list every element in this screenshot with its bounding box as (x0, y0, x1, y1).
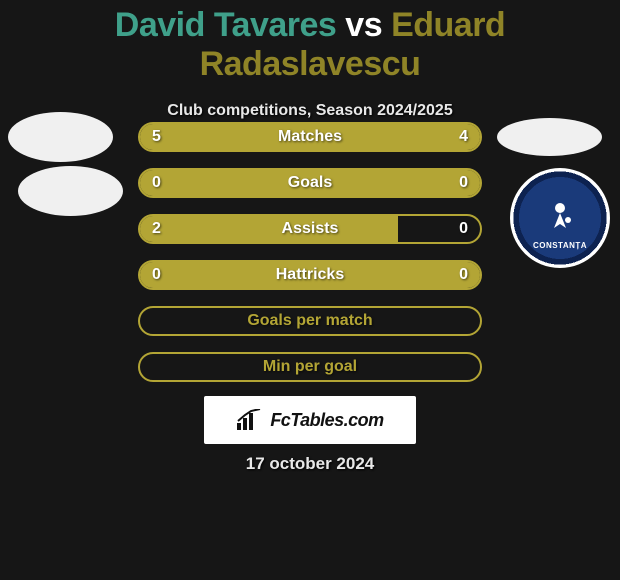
brand-text: FcTables.com (270, 410, 383, 431)
stat-label: Min per goal (140, 358, 480, 376)
comparison-bars: 54Matches 00Goals 20Assists 00Hattricks Goal… (138, 122, 482, 398)
stat-label: Goals per match (140, 312, 480, 330)
stat-label: Goals (140, 174, 480, 192)
brand-badge: FcTables.com (204, 396, 416, 444)
player1-name: David Tavares (115, 6, 337, 44)
page-title: David Tavares vs Eduard Radaslavescu (0, 0, 620, 84)
stat-label: Matches (140, 128, 480, 146)
stat-row: Goals per match (138, 306, 482, 336)
stat-row: Min per goal (138, 352, 482, 382)
stat-label: Assists (140, 220, 480, 238)
stat-row: 54Matches (138, 122, 482, 152)
player1-avatar (8, 112, 113, 162)
brand-icon (236, 409, 264, 431)
date-text: 17 october 2024 (0, 454, 620, 474)
stat-row: 00Goals (138, 168, 482, 198)
club-badge-icon (540, 198, 580, 238)
player2-club-badge: CONSTANȚA (510, 168, 610, 268)
player2-avatar (497, 118, 602, 156)
club-badge-text: CONSTANȚA (533, 241, 587, 250)
player1-club-avatar (18, 166, 123, 216)
stat-label: Hattricks (140, 266, 480, 284)
vs-text: vs (345, 6, 382, 44)
stat-row: 20Assists (138, 214, 482, 244)
stat-row: 00Hattricks (138, 260, 482, 290)
